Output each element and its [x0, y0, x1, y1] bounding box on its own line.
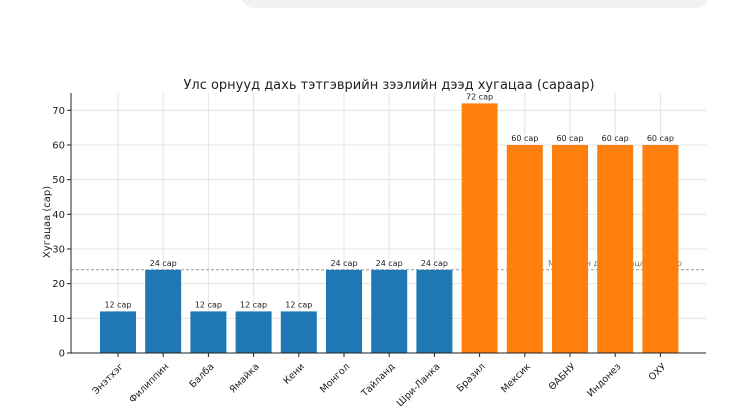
- bar-data-label: 60 сар: [511, 134, 538, 143]
- bar-data-label: 24 сар: [150, 259, 177, 268]
- bar: [461, 103, 498, 354]
- x-tick-label: Ямайка: [228, 361, 262, 395]
- x-tick-label: Филиппин: [127, 361, 171, 405]
- bar: [326, 269, 362, 353]
- bars: 12 сар 24 сар 12 сар 12 сар 12 сар 24 сар 24 с…: [100, 92, 679, 354]
- y-tick-label: 10: [52, 314, 65, 325]
- y-axis-label: Хугацаа (сар): [42, 186, 53, 258]
- x-tick-label: Энэтхэг: [90, 361, 126, 397]
- x-tick-label: ӨАБНУ: [547, 361, 579, 393]
- y-tick-label: 20: [52, 279, 65, 290]
- bar: [371, 269, 408, 353]
- x-tick-label: Шри-Ланка: [395, 361, 443, 409]
- bar: [642, 145, 679, 353]
- y-tick-label: 50: [52, 175, 65, 186]
- bar: [280, 311, 317, 353]
- bar-data-label: 12 сар: [195, 300, 222, 309]
- y-tick-label: 40: [52, 210, 65, 221]
- chart-title: Улс орнууд дахь тэтгэврийн зээлийн дээд …: [183, 78, 594, 93]
- bar-data-label: 12 сар: [104, 300, 131, 309]
- x-tick-label: Кени: [281, 361, 306, 386]
- bar-data-label: 60 сар: [556, 134, 583, 143]
- bar: [190, 311, 227, 353]
- bar-data-label: 24 сар: [330, 259, 357, 268]
- bar: [100, 311, 136, 353]
- bar-data-label: 60 сар: [647, 134, 674, 143]
- bar-data-label: 24 сар: [376, 259, 403, 268]
- y-tick-label: 70: [52, 106, 65, 117]
- bar-data-label: 60 сар: [602, 134, 629, 143]
- bar: [145, 269, 182, 353]
- x-tick-label: ОХУ: [647, 361, 669, 383]
- bar: [597, 145, 634, 353]
- x-tick-label: Балба: [187, 361, 216, 390]
- y-tick-label: 60: [52, 141, 65, 152]
- bar: [235, 311, 272, 353]
- bar-data-label: 12 сар: [285, 300, 312, 309]
- x-tick-label: Индонез: [585, 361, 623, 399]
- bar-data-label: 72 сар: [466, 92, 493, 101]
- y-tick-label: 0: [59, 349, 65, 360]
- x-tick-label: Тайланд: [359, 361, 398, 400]
- x-tick-label: Мексик: [499, 361, 533, 395]
- x-tick-label: Монгол: [318, 361, 352, 395]
- x-tick-label: Бразил: [455, 361, 488, 394]
- top-search-pill: [240, 0, 710, 8]
- bar-data-label: 24 сар: [421, 259, 448, 268]
- bar-data-label: 12 сар: [240, 300, 267, 309]
- bar: [416, 269, 453, 353]
- bar: [552, 145, 588, 353]
- y-tick-label: 30: [52, 245, 65, 256]
- bar: [506, 145, 543, 353]
